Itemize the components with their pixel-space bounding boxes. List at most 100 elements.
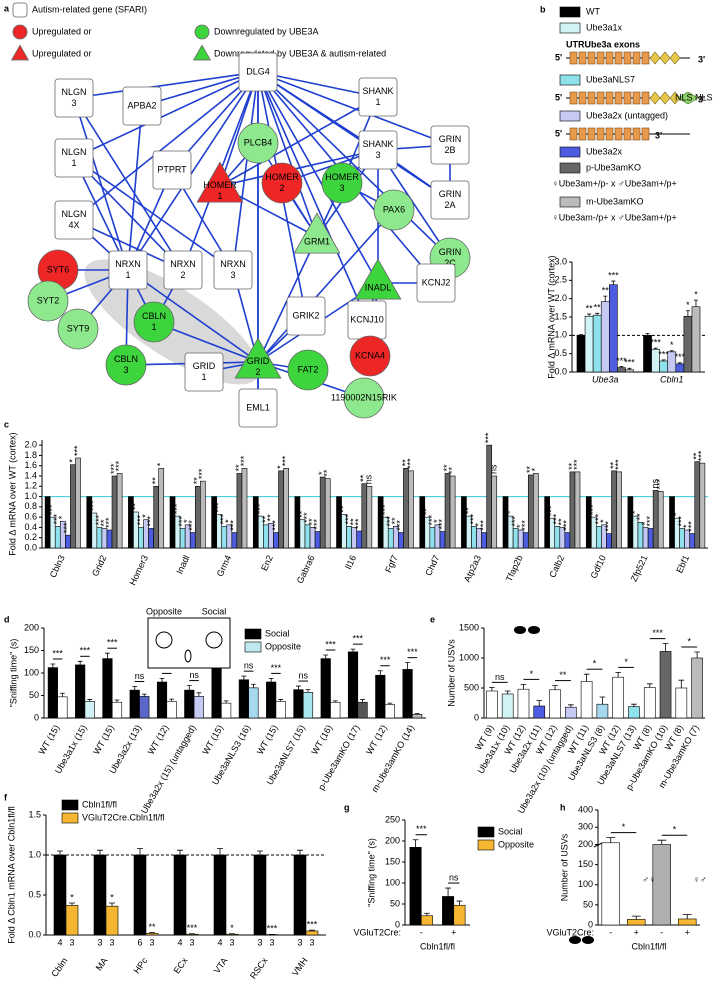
n-label: 3 <box>297 937 302 947</box>
node-label: NLGN <box>61 147 86 157</box>
significance-label: ** <box>594 303 602 313</box>
exon <box>605 91 614 105</box>
error-bar <box>504 690 511 694</box>
y-tick-label: 0.5 <box>554 348 567 358</box>
error-bar <box>678 679 685 688</box>
y-tick-label: 1.2 <box>24 481 37 491</box>
bar <box>347 651 359 719</box>
n-label: 3 <box>309 937 314 947</box>
network-node <box>430 125 470 165</box>
significance-label: * <box>275 465 285 469</box>
legend-swatch <box>244 641 262 653</box>
n-label: 4 <box>217 937 222 947</box>
bar <box>221 526 228 549</box>
legend-label: VGluT2Cre.Cbln1fl/fl <box>82 812 165 822</box>
exon <box>605 127 614 141</box>
x-tick-label: Grm4 <box>215 554 234 579</box>
x-tick-label: Calb2 <box>547 554 566 580</box>
significance-label: ** <box>349 518 359 526</box>
y-tick-label: 50 <box>29 690 39 700</box>
error-bar <box>57 850 63 855</box>
bar <box>75 457 81 549</box>
bar <box>486 444 492 549</box>
error-bar <box>583 673 590 682</box>
legend-swatch <box>559 196 581 208</box>
significance-label: *** <box>187 520 197 531</box>
legend-label: Autism-related gene (SFARI) <box>32 4 147 14</box>
significance-label: *** <box>484 432 494 443</box>
x-tick-label: En2 <box>259 554 275 573</box>
significance-label: *** <box>562 520 572 531</box>
inset-cup <box>205 631 223 649</box>
legend-swatch <box>559 22 581 34</box>
error-bar <box>653 347 658 350</box>
x-tick-label: HPc <box>132 955 150 975</box>
significance-label: ns <box>364 474 374 484</box>
bar <box>84 701 95 719</box>
network-node <box>430 180 470 220</box>
error-bar <box>595 312 600 316</box>
bar <box>429 527 436 549</box>
y-axis-label: Fold Δ mRNA over WT (cortex) <box>546 255 556 378</box>
error-bar <box>661 359 666 361</box>
significance-label: ns <box>489 464 499 474</box>
node-label: GRID <box>247 356 270 366</box>
x-tick-label: + <box>685 927 690 937</box>
significance-label: *** <box>302 512 312 523</box>
y-tick-label: 0 <box>395 919 400 929</box>
bar <box>384 704 395 719</box>
tag <box>659 51 671 65</box>
bar <box>678 918 697 926</box>
significance-label: *** <box>380 655 391 665</box>
bar <box>699 462 706 549</box>
error-bar <box>405 662 410 670</box>
bar <box>173 854 187 936</box>
error-bar <box>456 900 463 906</box>
network-edge <box>127 269 259 363</box>
y-axis-label: "Sniffing time" (s) <box>8 639 18 708</box>
bar <box>669 496 675 549</box>
significance-label: ** <box>338 505 348 513</box>
significance-label: * <box>156 462 166 466</box>
legend-swatch <box>559 146 581 158</box>
error-bar <box>141 693 147 697</box>
y-tick-label: 200 <box>24 622 39 632</box>
significance-label: * <box>530 467 540 471</box>
legend-label: Downregulated by UBE3A & autism-related <box>214 48 386 58</box>
n-label: 6 <box>137 937 142 947</box>
x-tick-label: Cbln1 <box>660 374 684 384</box>
bar <box>357 701 368 719</box>
significance-label: ** <box>359 474 369 482</box>
bar <box>356 530 363 549</box>
node-label: 4X <box>68 220 79 230</box>
error-bar <box>599 696 606 705</box>
significance-label: *** <box>687 521 697 532</box>
legend-label: m-Ube3amKO <box>586 196 644 206</box>
significance-label: *** <box>52 648 63 658</box>
y-axis-label: Fold Δ mRNA over WT (cortex) <box>7 432 17 555</box>
error-bar <box>445 887 451 897</box>
legend-swatch <box>559 74 581 86</box>
significance-label: *** <box>239 455 249 466</box>
node-label: 3 <box>230 270 235 280</box>
significance-label: *** <box>214 502 224 513</box>
significance-label: *** <box>187 923 198 933</box>
exon <box>569 127 578 141</box>
significance-label: * <box>224 519 234 523</box>
network-node <box>184 352 224 392</box>
bar <box>611 470 617 549</box>
bar <box>683 315 693 373</box>
y-tick-label: 2.0 <box>24 440 37 450</box>
error-bar <box>251 683 256 688</box>
x-tick-label: Cbln3 <box>48 554 67 580</box>
legend-swatch <box>559 6 581 18</box>
error-bar <box>631 703 637 707</box>
legend-label: WT <box>586 6 600 16</box>
error-bar <box>631 915 641 920</box>
bar <box>580 681 593 719</box>
significance-label: * <box>182 519 192 523</box>
y-tick-label: 2.5 <box>554 275 567 285</box>
node-label: 2C <box>444 258 456 268</box>
significance-label: *** <box>468 513 478 524</box>
tag <box>669 91 681 105</box>
